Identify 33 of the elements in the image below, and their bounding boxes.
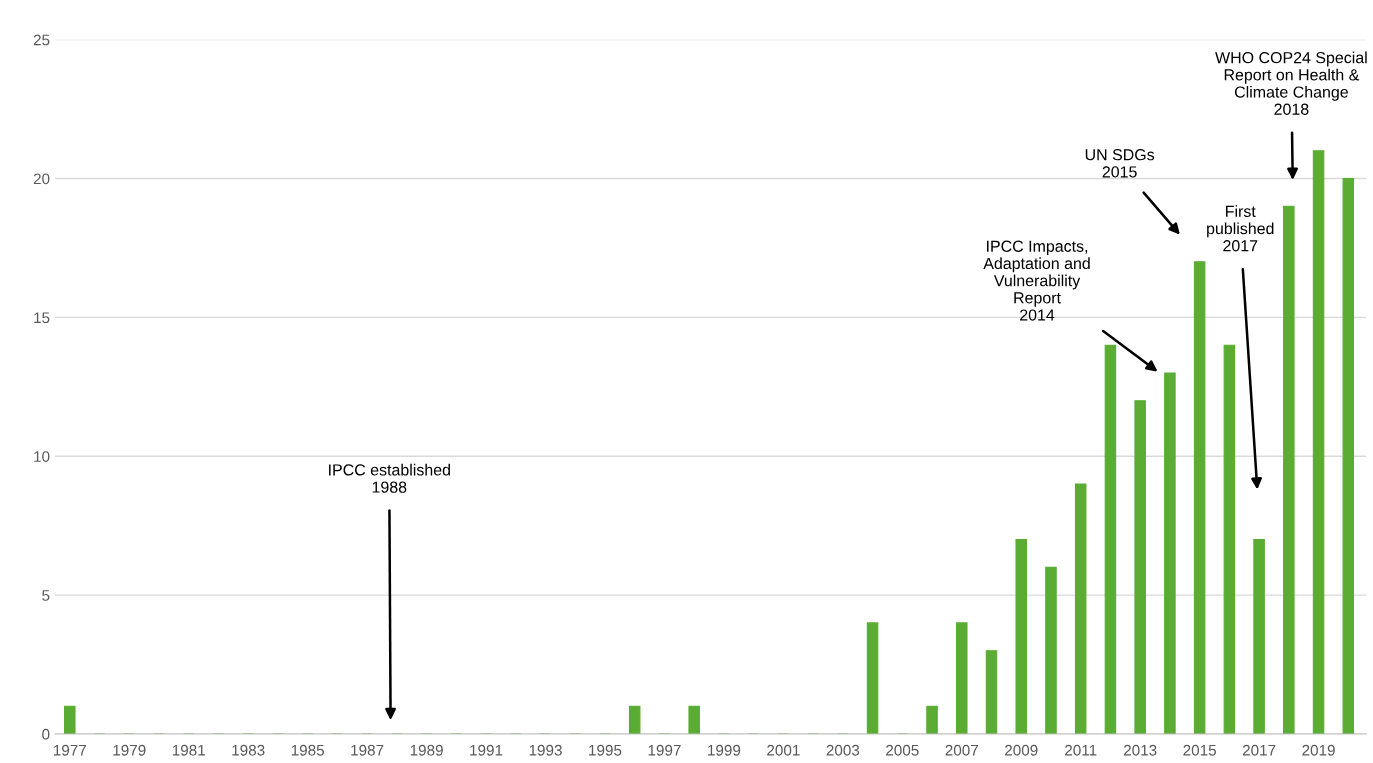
annotation: UN SDGs 2015: [1085, 149, 1155, 178]
x-tick-label: 1985: [291, 744, 324, 756]
x-tick-label: 2011: [1065, 744, 1097, 756]
y-tick-label: 0: [42, 728, 50, 740]
x-tick-label: 1989: [410, 744, 443, 756]
x-tick-label: 1977: [53, 744, 87, 756]
x-tick-label: 2005: [886, 744, 919, 756]
x-tick-label: 2001: [767, 744, 800, 756]
x-tick-label: 2019: [1302, 744, 1335, 756]
y-tick-label: 20: [33, 173, 50, 185]
annotation: IPCC Impacts, Adaptation and Vulnerability Report 2014: [983, 240, 1090, 321]
y-tick-label: 10: [34, 451, 50, 462]
x-tick-label: 2015: [1183, 744, 1216, 756]
annotation: First published 2017: [1207, 205, 1274, 252]
x-tick-label: 1987: [351, 744, 384, 756]
x-tick-label: 1983: [232, 744, 265, 756]
x-tick-label: 2007: [945, 744, 978, 756]
x-tick-label: 2013: [1123, 744, 1157, 756]
y-tick-label: 5: [42, 590, 50, 601]
x-tick-label: 2017: [1242, 744, 1276, 756]
x-tick-label: 1979: [113, 744, 146, 756]
x-tick-label: 1991: [470, 744, 503, 756]
annotation: WHO COP24 Special Report on Health & Climate Change 2018: [1215, 51, 1367, 115]
x-tick-label: 2003: [826, 744, 860, 756]
x-tick-label: 1997: [648, 744, 681, 756]
x-tick-label: 1999: [708, 744, 741, 756]
x-tick-label: 1981: [172, 744, 205, 756]
x-tick-label: 1993: [529, 744, 562, 756]
y-tick-label: 15: [34, 312, 50, 324]
x-tick-label: 2009: [1005, 744, 1038, 756]
y-tick-label: 25: [33, 34, 50, 46]
x-tick-label: 1995: [589, 744, 622, 756]
annotation: IPCC established 1988: [329, 463, 450, 493]
